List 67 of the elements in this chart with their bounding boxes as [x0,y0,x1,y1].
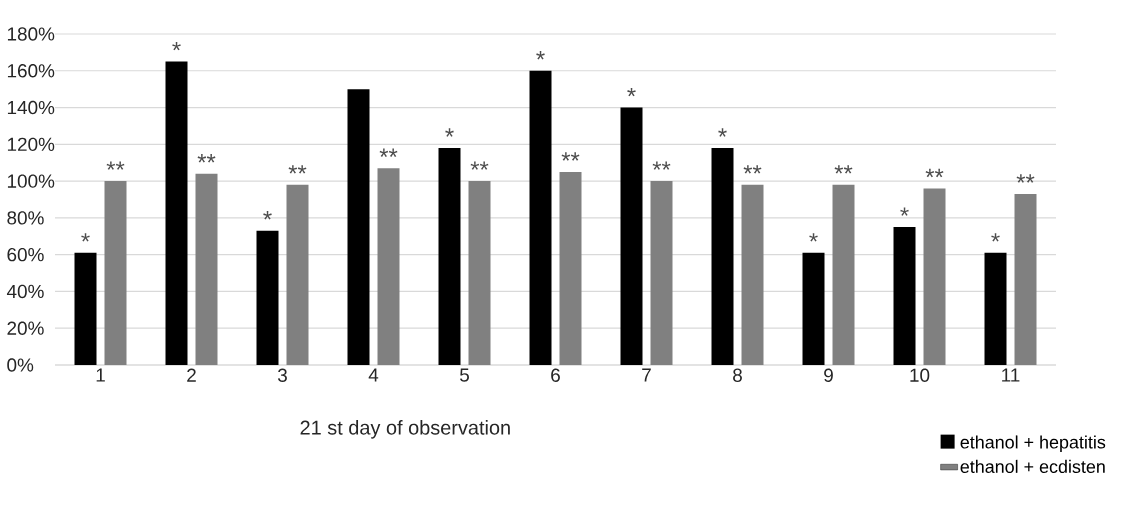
annotation: ** [1016,174,1035,183]
bar [104,181,127,365]
bar [256,230,279,365]
x-tick-label: 8 [733,368,742,382]
bar [711,148,734,365]
annotation: ** [561,152,580,161]
x-tick-label: 3 [277,368,287,382]
legend-label: ethanol + hepatitis [960,435,1106,453]
x-tick-label: 5 [459,368,469,382]
annotation: * [991,233,1000,242]
annotation: ** [106,161,125,170]
bar [195,173,218,365]
annotation: ** [925,168,944,178]
y-tick-label: 60% [7,247,44,262]
annotation: ** [834,165,853,174]
x-tick-label: 6 [551,368,560,382]
bar [893,227,916,365]
annotation: ** [652,161,671,170]
y-tick-label: 120% [7,137,55,152]
x-tick-label: 10 [910,368,930,382]
y-tick-label: 100% [7,174,55,188]
bar [650,181,673,365]
bar [74,252,97,365]
annotation: * [263,211,272,220]
y-tick-label: 160% [7,64,55,78]
annotation: * [627,87,636,97]
annotation: * [81,233,90,242]
bar [286,184,309,365]
y-tick-label: 40% [6,284,44,299]
x-tick-label: 4 [368,368,379,382]
x-tick-label: 1 [96,368,105,382]
annotation: ** [197,154,216,163]
x-axis-title: 21 st day of observation [300,420,510,439]
legend-label: ethanol + ecdisten [960,459,1105,474]
annotation: * [809,233,818,242]
bar [347,89,370,365]
annotation: ** [379,148,398,157]
bar [529,70,552,365]
y-tick-label: 20% [7,321,44,335]
x-tick-label: 7 [642,368,651,382]
y-tick-label: 80% [7,211,44,225]
annotation: * [445,128,454,137]
bar [832,184,855,365]
bar [438,148,461,365]
bar [741,184,764,365]
bar [165,61,188,365]
y-tick-label: 180% [7,27,55,41]
annotation: * [900,207,909,216]
bar [984,252,1007,365]
annotation: * [718,128,727,137]
annotation: ** [743,165,762,174]
bar [1014,193,1037,365]
y-tick-label: 0% [7,358,34,372]
bar [620,107,643,365]
annotation: ** [288,165,307,174]
x-tick-label: 11 [1002,368,1020,382]
bar [377,168,400,365]
annotation: * [536,51,545,60]
x-tick-label: 2 [187,368,196,382]
bar [802,252,825,365]
y-tick-label: 140% [7,100,55,115]
bar [559,171,582,365]
bar [923,188,946,365]
bar [468,181,491,365]
annotation: * [172,41,181,51]
x-tick-label: 9 [824,368,833,382]
annotation: ** [470,161,489,170]
